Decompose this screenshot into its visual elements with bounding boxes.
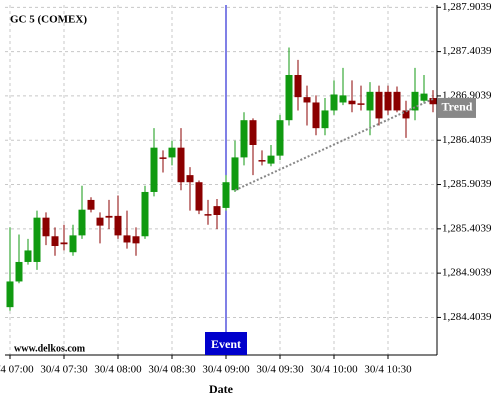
candle-body <box>177 147 185 183</box>
candle-body <box>276 120 284 156</box>
candle-body <box>258 160 266 162</box>
y-tick-label: 1,284.4039 <box>442 311 492 323</box>
candle-body <box>33 217 41 262</box>
candle-body <box>24 250 32 262</box>
y-tick-label: 1,287.4039 <box>442 45 492 57</box>
candle-body <box>393 91 401 111</box>
candle-body <box>294 75 302 98</box>
trend-label: Trend <box>442 100 473 114</box>
candle-body <box>159 157 167 159</box>
candle-body <box>213 206 221 215</box>
x-tick-label: 30/4 08:00 <box>94 364 142 376</box>
candle-body <box>15 261 23 282</box>
candle-body <box>420 93 428 101</box>
candle-body <box>411 91 419 111</box>
candle-body <box>339 95 347 103</box>
y-tick-label: 1,284.9039 <box>442 267 492 279</box>
candle-body <box>42 217 50 237</box>
candle-body <box>105 215 113 218</box>
candle-body <box>132 236 140 244</box>
x-tick-label: 30/4 07:00 <box>0 364 34 376</box>
candle-body <box>6 281 14 308</box>
candle-body <box>357 103 365 105</box>
candle-body <box>249 120 257 145</box>
candle-body <box>186 175 194 183</box>
candle-body <box>375 91 383 119</box>
watermark: www.delkos.com <box>14 343 86 354</box>
candle-body <box>60 242 68 245</box>
candle-body <box>96 217 104 226</box>
candle-body <box>402 110 410 119</box>
y-tick-label: 1,287.9039 <box>442 1 492 13</box>
candle-body <box>141 191 149 237</box>
candle-body <box>123 235 131 243</box>
x-tick-label: 30/4 07:30 <box>40 364 88 376</box>
x-tick-label: 30/4 10:00 <box>310 364 358 376</box>
trend-label-box <box>438 97 476 118</box>
event-label-box <box>205 332 247 355</box>
chart-title: GC 5 (COMEX) <box>10 14 87 26</box>
candle-body <box>429 98 437 105</box>
candle-body <box>267 155 275 164</box>
candle-body <box>222 182 230 208</box>
candle-body <box>51 236 59 247</box>
y-tick-label: 1,285.9039 <box>442 178 492 190</box>
candle-body <box>231 157 239 191</box>
candle-body <box>204 214 212 216</box>
trend-line <box>234 98 434 192</box>
candle-body <box>285 75 293 121</box>
candle-body <box>384 91 392 111</box>
x-tick-label: 30/4 09:30 <box>256 364 304 376</box>
y-tick-label: 1,286.4039 <box>442 134 492 146</box>
candle-body <box>348 100 356 105</box>
candle-body <box>240 120 248 158</box>
x-tick-label: 30/4 08:30 <box>148 364 196 376</box>
candle-body <box>168 147 176 158</box>
x-tick-label: 30/4 09:00 <box>202 364 250 376</box>
candle-body <box>150 147 158 192</box>
candle-body <box>87 199 95 210</box>
candle-body <box>195 182 203 211</box>
candle-body <box>312 102 320 129</box>
candle-body <box>114 215 122 236</box>
candle-body <box>321 110 329 129</box>
candle-body <box>78 209 86 236</box>
y-tick-label: 1,285.4039 <box>442 222 492 234</box>
event-label: Event <box>211 337 241 351</box>
x-axis-label: Date <box>209 382 234 396</box>
candle-body <box>330 94 338 111</box>
x-tick-label: 30/4 10:30 <box>364 364 412 376</box>
candle-body <box>366 91 374 111</box>
candle-body <box>69 235 77 253</box>
candle-body <box>303 97 311 103</box>
